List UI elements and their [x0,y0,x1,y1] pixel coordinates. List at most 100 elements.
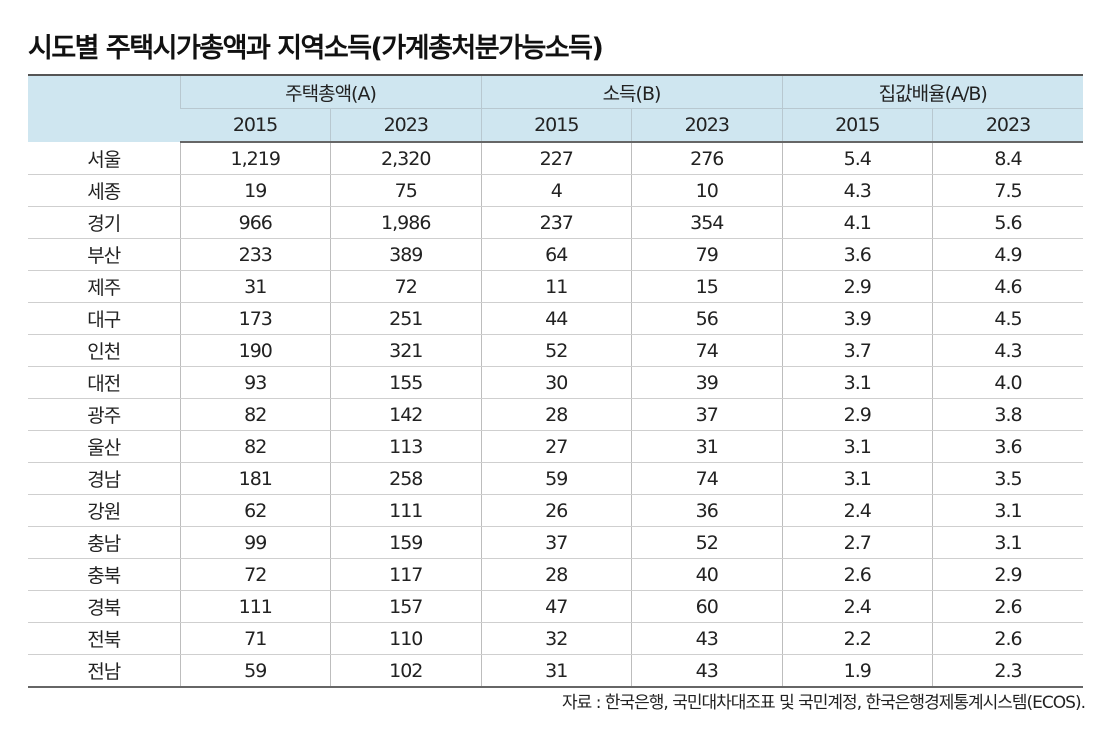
table-row: 세종 19 75 4 10 4.3 7.5 [28,174,1083,207]
region-cell: 강원 [28,494,180,527]
value-cell: 2.6 [932,590,1083,623]
value-cell: 52 [480,334,632,367]
region-cell: 전남 [28,654,180,688]
value-cell: 354 [631,206,782,239]
year-header: 2015 [180,108,331,143]
value-cell: 15 [631,270,782,303]
value-cell: 251 [330,302,481,335]
region-cell: 대구 [28,302,180,335]
value-cell: 7.5 [932,174,1083,207]
value-cell: 4.0 [932,366,1083,399]
value-cell: 31 [179,270,331,303]
value-cell: 157 [330,590,481,623]
table-row: 전남 59 102 31 43 1.9 2.3 [28,654,1083,688]
value-cell: 3.8 [932,398,1083,431]
table-row: 강원 62 111 26 36 2.4 3.1 [28,494,1083,527]
value-cell: 111 [179,590,331,623]
value-cell: 28 [480,558,632,591]
table-row: 대구 173 251 44 56 3.9 4.5 [28,302,1083,335]
table-row: 인천 190 321 52 74 3.7 4.3 [28,334,1083,367]
value-cell: 44 [480,302,632,335]
header-group-row: 주택총액(A) 소득(B) 집값배율(A/B) [28,74,1083,142]
value-cell: 59 [480,462,632,495]
value-cell: 60 [631,590,782,623]
table-row: 충남 99 159 37 52 2.7 3.1 [28,526,1083,559]
value-cell: 40 [631,558,782,591]
value-cell: 2.9 [781,398,933,431]
value-cell: 37 [480,526,632,559]
value-cell: 2.6 [781,558,933,591]
region-cell: 대전 [28,366,180,399]
region-cell: 울산 [28,430,180,463]
value-cell: 4 [480,174,632,207]
region-header [28,74,180,142]
value-cell: 93 [179,366,331,399]
table-row: 부산 233 389 64 79 3.6 4.9 [28,238,1083,271]
value-cell: 1,986 [330,206,481,239]
value-cell: 3.7 [781,334,933,367]
year-header: 2015 [480,108,632,143]
region-cell: 충남 [28,526,180,559]
table-row: 경남 181 258 59 74 3.1 3.5 [28,462,1083,495]
value-cell: 74 [631,334,782,367]
value-cell: 190 [179,334,331,367]
value-cell: 117 [330,558,481,591]
value-cell: 82 [179,430,331,463]
year-header: 2023 [932,108,1083,143]
value-cell: 4.9 [932,238,1083,271]
value-cell: 36 [631,494,782,527]
value-cell: 75 [330,174,481,207]
value-cell: 3.9 [781,302,933,335]
value-cell: 4.3 [781,174,933,207]
value-cell: 2.2 [781,622,933,655]
year-header: 2023 [330,108,481,143]
region-cell: 광주 [28,398,180,431]
table-row: 경기 966 1,986 237 354 4.1 5.6 [28,206,1083,239]
value-cell: 227 [480,142,632,175]
table-row: 충북 72 117 28 40 2.6 2.9 [28,558,1083,591]
value-cell: 389 [330,238,481,271]
value-cell: 4.5 [932,302,1083,335]
data-table: 주택총액(A) 소득(B) 집값배율(A/B) 2015 2023 2015 2… [28,74,1083,688]
value-cell: 5.6 [932,206,1083,239]
value-cell: 31 [480,654,632,688]
value-cell: 72 [179,558,331,591]
table-row: 광주 82 142 28 37 2.9 3.8 [28,398,1083,431]
value-cell: 102 [330,654,481,688]
value-cell: 74 [631,462,782,495]
region-cell: 충북 [28,558,180,591]
value-cell: 27 [480,430,632,463]
value-cell: 47 [480,590,632,623]
value-cell: 966 [179,206,331,239]
table-row: 울산 82 113 27 31 3.1 3.6 [28,430,1083,463]
value-cell: 142 [330,398,481,431]
value-cell: 8.4 [932,142,1083,175]
value-cell: 99 [179,526,331,559]
table-row: 대전 93 155 30 39 3.1 4.0 [28,366,1083,399]
value-cell: 4.6 [932,270,1083,303]
value-cell: 321 [330,334,481,367]
value-cell: 28 [480,398,632,431]
value-cell: 3.1 [781,366,933,399]
value-cell: 173 [179,302,331,335]
value-cell: 181 [179,462,331,495]
region-cell: 서울 [28,142,180,175]
value-cell: 26 [480,494,632,527]
region-cell: 제주 [28,270,180,303]
chart-title: 시도별 주택시가총액과 지역소득(가계총처분가능소득) [28,33,604,64]
region-cell: 세종 [28,174,180,207]
table-body: 서울 1,219 2,320 227 276 5.4 8.4 세종 19 75 4 10 4.3 7.5 경… [28,142,1083,688]
value-cell: 1.9 [781,654,933,688]
group-header-income: 소득(B) [480,74,782,109]
group-header-housing: 주택총액(A) [179,74,481,109]
value-cell: 72 [330,270,481,303]
value-cell: 56 [631,302,782,335]
value-cell: 11 [480,270,632,303]
value-cell: 2.6 [932,622,1083,655]
value-cell: 3.1 [932,494,1083,527]
value-cell: 3.6 [932,430,1083,463]
value-cell: 3.6 [781,238,933,271]
value-cell: 64 [480,238,632,271]
value-cell: 276 [631,142,782,175]
value-cell: 159 [330,526,481,559]
